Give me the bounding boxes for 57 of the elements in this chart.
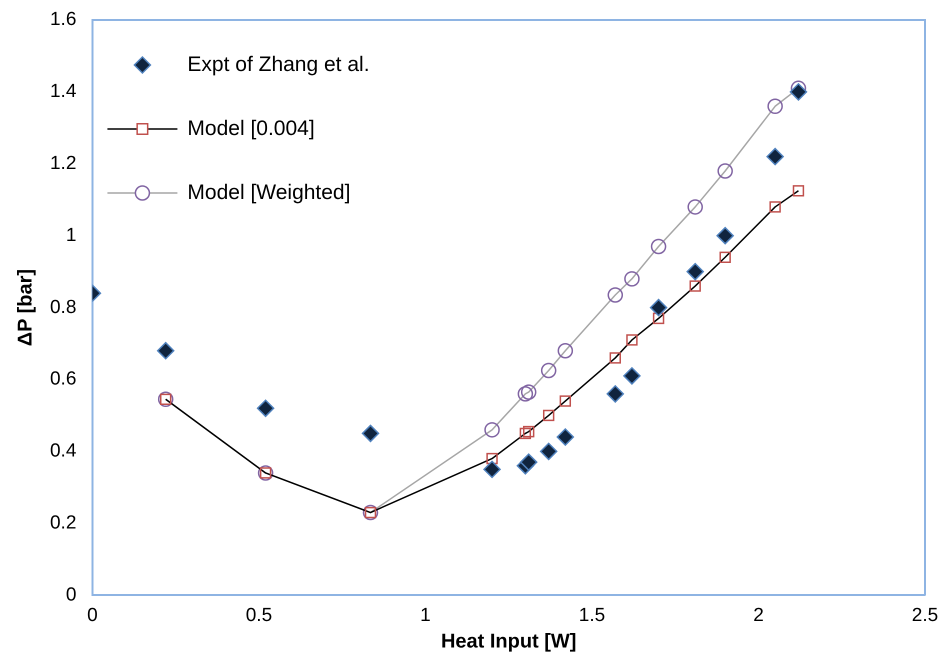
point <box>484 422 500 438</box>
point <box>690 280 701 292</box>
point <box>766 148 784 166</box>
point <box>256 400 274 418</box>
point <box>486 452 498 464</box>
y-tick-label: 0.4 <box>50 440 77 462</box>
point <box>518 386 534 402</box>
y-tick-label: 1 <box>66 224 76 246</box>
legend-label: Model [Weighted] <box>187 180 350 204</box>
point <box>769 201 781 213</box>
y-axis-title: ΔP [bar] <box>14 268 37 346</box>
point <box>719 252 731 263</box>
point <box>650 298 668 316</box>
point <box>540 362 556 378</box>
point <box>623 367 641 385</box>
point <box>540 442 558 460</box>
point <box>542 410 554 422</box>
point <box>790 83 808 101</box>
point <box>362 424 380 442</box>
point <box>558 342 574 358</box>
point <box>716 226 734 244</box>
point <box>650 238 666 254</box>
x-tick-label: 0 <box>87 604 98 626</box>
point <box>156 342 174 360</box>
point <box>520 384 536 400</box>
point <box>686 262 704 280</box>
point <box>792 185 804 196</box>
point <box>606 385 624 403</box>
point <box>522 426 534 438</box>
point <box>652 312 664 324</box>
y-tick-label: 0.2 <box>50 512 76 534</box>
y-tick-label: 1.4 <box>50 81 77 102</box>
point <box>717 163 733 179</box>
point <box>608 287 624 303</box>
point <box>483 460 501 478</box>
y-tick-label: 0.8 <box>50 296 76 318</box>
x-tick-label: 2 <box>753 604 764 626</box>
x-tick-label: 0.5 <box>246 604 272 626</box>
point <box>687 199 703 215</box>
x-axis-title: Heat Input [W] <box>440 630 576 653</box>
y-tick-label: 1.2 <box>50 153 76 174</box>
point <box>767 98 783 114</box>
legend-label: Model [0.004] <box>187 116 315 140</box>
y-tick-label: 0 <box>66 584 76 606</box>
legend-label: Expt of Zhang et al. <box>187 52 370 76</box>
point <box>560 395 572 407</box>
point <box>556 428 574 446</box>
x-tick-label: 1 <box>420 604 431 626</box>
point <box>624 271 640 287</box>
point <box>610 352 621 364</box>
x-tick-label: 2.5 <box>912 604 938 626</box>
point <box>520 428 532 440</box>
x-tick-label: 1.5 <box>578 604 606 626</box>
point <box>626 334 638 346</box>
y-tick-label: 0.6 <box>50 368 76 390</box>
y-tick-label: 1.6 <box>50 9 76 30</box>
point <box>520 453 538 471</box>
